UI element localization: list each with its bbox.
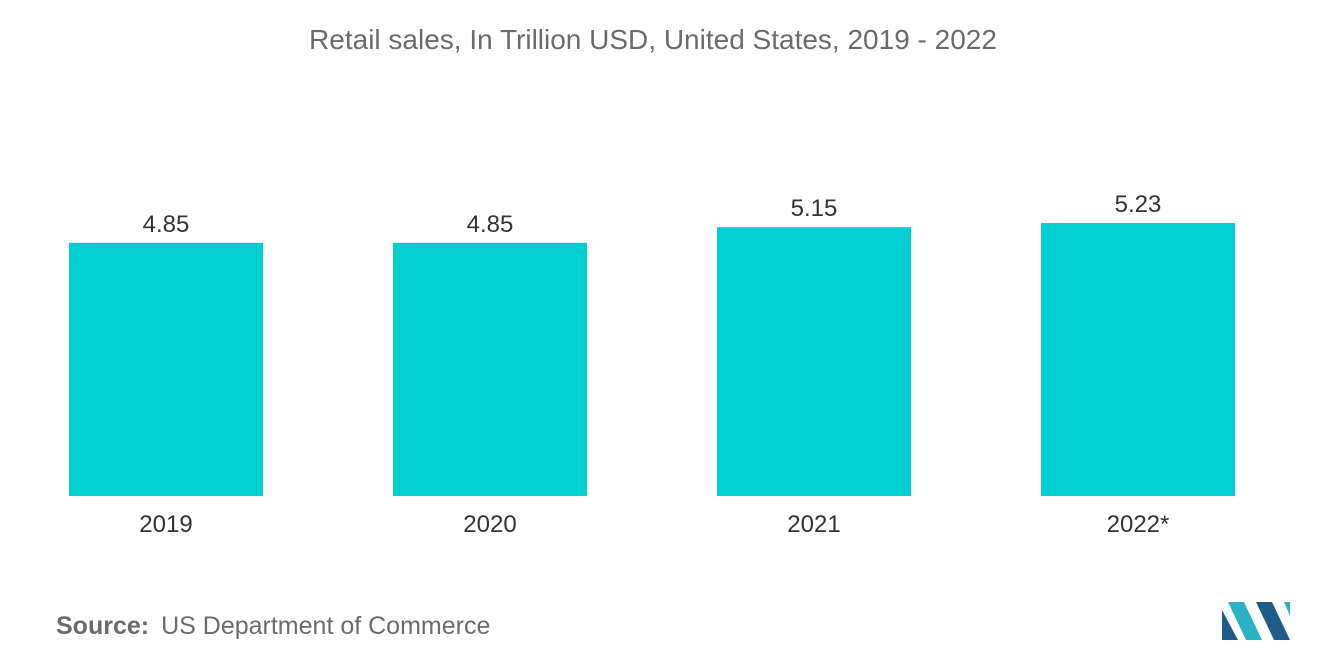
chart-title: Retail sales, In Trillion USD, United St… xyxy=(309,24,997,55)
mordor-intelligence-logo-icon xyxy=(1222,602,1290,640)
bar-2022* xyxy=(1041,223,1235,496)
source-key: Source: xyxy=(56,612,150,640)
value-label-2021: 5.15 xyxy=(791,195,838,222)
source-note: Source: US Department of Commerce xyxy=(56,612,490,641)
bar-chart: 4.85 4.85 5.15 5.23 2019 2020 2021 2022* xyxy=(69,191,1235,538)
x-tick-label-2019: 2019 xyxy=(139,511,192,538)
x-tick-label-2022*: 2022* xyxy=(1107,511,1170,538)
tick-labels-group: 2019 2020 2021 2022* xyxy=(139,511,1169,538)
value-labels-group: 4.85 4.85 5.15 5.23 xyxy=(143,191,1162,238)
bar-2019 xyxy=(69,242,263,496)
value-label-2019: 4.85 xyxy=(143,211,190,238)
bar-2020 xyxy=(393,242,587,496)
bars-group xyxy=(69,223,1235,496)
source-value: US Department of Commerce xyxy=(161,612,491,640)
bar-2021 xyxy=(717,227,911,496)
value-label-2020: 4.85 xyxy=(467,211,514,238)
value-label-2022*: 5.23 xyxy=(1115,191,1162,218)
x-tick-label-2021: 2021 xyxy=(787,511,840,538)
x-tick-label-2020: 2020 xyxy=(463,511,516,538)
